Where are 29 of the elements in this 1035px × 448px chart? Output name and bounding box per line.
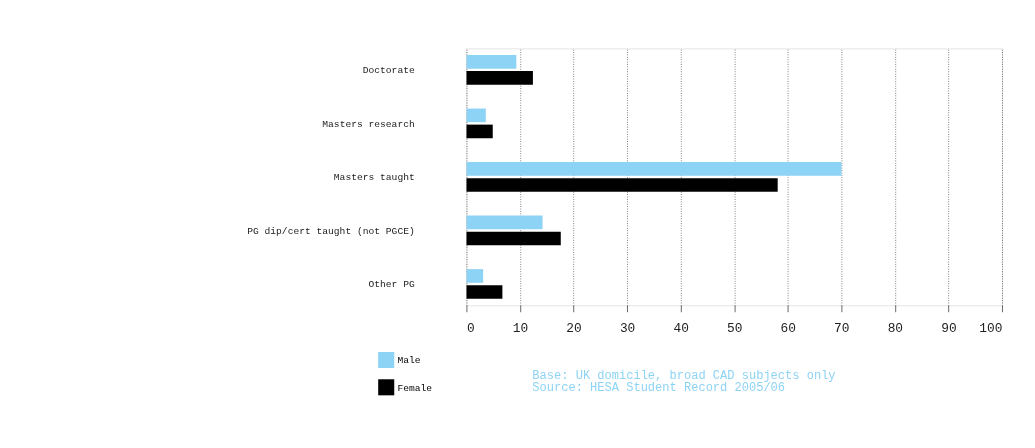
bar — [466, 231, 561, 246]
legend-label: Male — [397, 355, 421, 367]
bar — [466, 55, 517, 69]
x-tick-label: 20 — [566, 321, 582, 337]
x-tick-label: 40 — [673, 321, 689, 337]
x-tick-label: 100 — [979, 321, 1003, 337]
x-tick-label: 70 — [834, 321, 850, 337]
x-tick-label: 30 — [619, 321, 636, 337]
bar — [466, 162, 842, 176]
y-tick-label: Other PG — [368, 279, 415, 291]
bar — [466, 71, 533, 85]
x-tick-label: 80 — [887, 321, 904, 337]
y-tick-label: Masters taught — [333, 172, 415, 184]
bar — [466, 108, 486, 123]
bar — [466, 215, 543, 230]
y-tick-label: Doctorate — [362, 65, 415, 77]
x-tick-label: 60 — [780, 321, 796, 337]
bar — [466, 269, 484, 283]
bar — [466, 124, 493, 139]
x-tick-label: 50 — [726, 321, 743, 337]
x-tick-label: 10 — [512, 321, 529, 337]
y-tick-label: Masters research — [322, 118, 415, 130]
legend-label: Female — [397, 382, 433, 394]
bar — [466, 178, 778, 192]
source-note: Source: HESA Student Record 2005/06 — [532, 381, 786, 396]
x-tick-label: 90 — [941, 321, 957, 337]
y-tick-label: PG dip/cert taught (not PGCE) — [247, 225, 415, 237]
x-tick-label: 0 — [466, 321, 475, 337]
bar — [466, 285, 503, 299]
